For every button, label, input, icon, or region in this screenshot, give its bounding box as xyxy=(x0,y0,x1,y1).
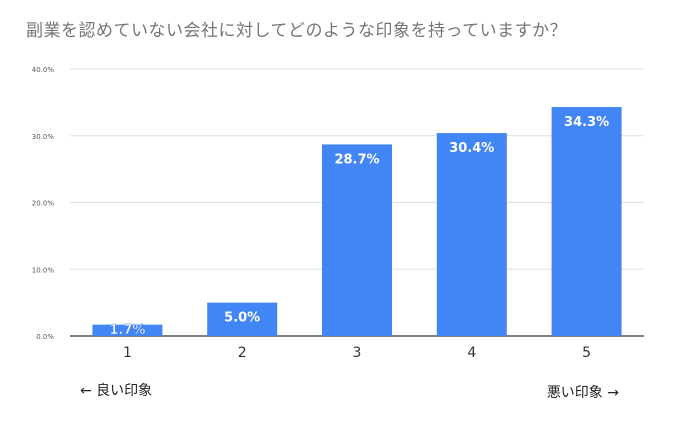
y-tick-label: 20.0% xyxy=(32,200,55,208)
x-tick-label: 4 xyxy=(467,345,476,361)
data-label: 1.7% xyxy=(109,323,145,338)
data-label: 28.7% xyxy=(334,152,379,167)
x-tick-label: 3 xyxy=(353,345,362,361)
x-tick-label: 2 xyxy=(238,345,247,361)
y-tick-label: 30.0% xyxy=(32,133,55,141)
bad-impression-label: 悪い印象 → xyxy=(546,385,619,401)
bar xyxy=(436,133,507,336)
y-tick-label: 40.0% xyxy=(32,66,55,74)
data-label: 5.0% xyxy=(224,311,260,326)
x-tick-label: 5 xyxy=(582,345,591,361)
data-label: 34.3% xyxy=(564,115,609,130)
bar xyxy=(207,302,278,336)
y-tick-label: 10.0% xyxy=(32,266,55,274)
good-impression-label: ← 良い印象 xyxy=(80,383,153,399)
chart-title: 副業を認めていない会社に対してどのような印象を持っていますか？ xyxy=(26,21,568,41)
data-label: 30.4% xyxy=(449,141,494,156)
bar xyxy=(551,107,622,336)
x-tick-label: 1 xyxy=(123,345,132,361)
bar xyxy=(322,144,392,336)
bar xyxy=(92,324,163,336)
y-tick-label: 0.0% xyxy=(36,333,54,341)
